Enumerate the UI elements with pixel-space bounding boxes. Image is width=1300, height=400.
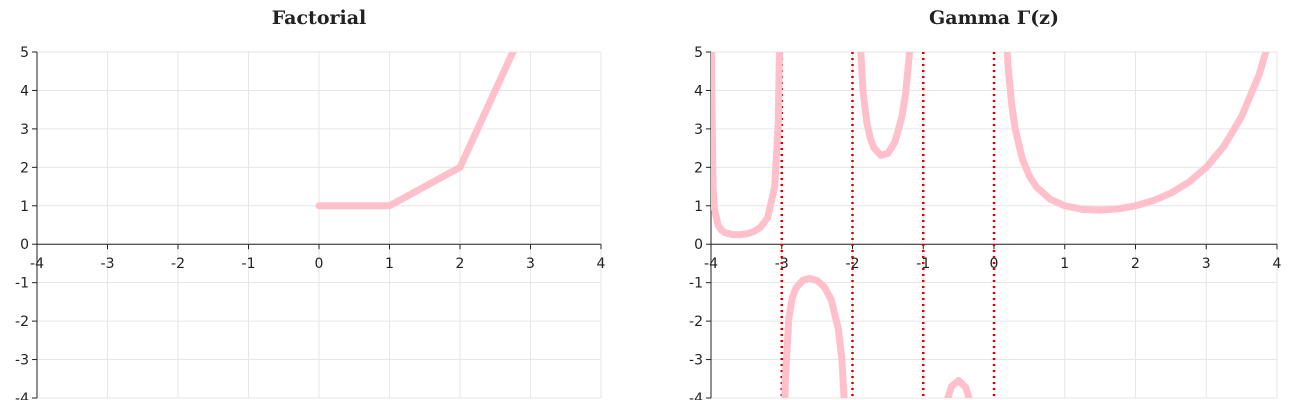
x-tick-label: 2 (1131, 256, 1140, 272)
y-tick-label: 0 (694, 237, 703, 253)
y-tick-label: 2 (694, 160, 703, 176)
y-tick-label: -3 (689, 353, 703, 369)
y-tick-label: 4 (20, 83, 29, 99)
y-tick-label: 3 (694, 122, 703, 138)
x-tick-label: 3 (526, 256, 535, 272)
x-tick-label: -1 (916, 256, 930, 272)
x-tick-label: 2 (456, 256, 465, 272)
y-tick-label: 4 (694, 83, 703, 99)
y-tick-label: -1 (689, 276, 703, 292)
chart-title: Factorial (272, 7, 367, 29)
chart-title: Gamma Γ(z) (929, 7, 1059, 29)
x-tick-label: -3 (775, 256, 789, 272)
y-tick-label: 1 (20, 199, 29, 215)
x-tick-label: 3 (1202, 256, 1211, 272)
x-tick-label: 0 (990, 256, 999, 272)
x-tick-label: 4 (1273, 256, 1282, 272)
y-tick-label: 5 (20, 45, 29, 61)
y-tick-label: 5 (694, 45, 703, 61)
x-tick-label: -2 (171, 256, 185, 272)
y-tick-label: 1 (694, 199, 703, 215)
y-tick-label: -3 (15, 353, 29, 369)
x-tick-label: -3 (101, 256, 115, 272)
x-tick-label: 1 (1060, 256, 1069, 272)
x-tick-label: 0 (315, 256, 324, 272)
y-tick-label: 2 (20, 160, 29, 176)
line (711, 52, 1270, 398)
y-tick-label: -2 (689, 314, 703, 330)
line (315, 52, 517, 210)
y-tick-label: 3 (20, 122, 29, 138)
y-tick-label: -1 (15, 276, 29, 292)
x-tick-label: 4 (597, 256, 606, 272)
y-tick-label: -2 (15, 314, 29, 330)
y-tick-label: -4 (15, 391, 29, 400)
x-tick-label: 1 (385, 256, 394, 272)
y-tick-label: -4 (689, 391, 703, 400)
x-tick-label: -1 (242, 256, 256, 272)
x-tick-label: -2 (846, 256, 860, 272)
y-tick-label: 0 (20, 237, 29, 253)
